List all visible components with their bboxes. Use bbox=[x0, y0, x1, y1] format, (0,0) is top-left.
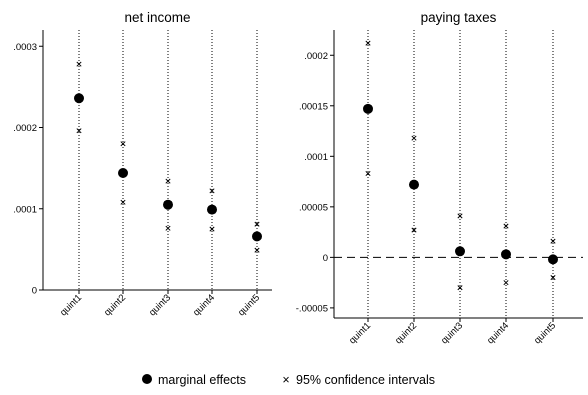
y-tick-label: .00005 bbox=[299, 202, 328, 213]
ci-marker bbox=[120, 141, 126, 147]
ci-marker-stroke bbox=[120, 141, 126, 147]
ci-marker-stroke bbox=[503, 280, 509, 286]
marginal-effect-point bbox=[252, 231, 262, 242]
legend-marker-effects bbox=[142, 374, 152, 384]
ci-marker-stroke bbox=[411, 135, 417, 141]
x-tick-label: quint2 bbox=[102, 292, 128, 318]
ci-marker bbox=[411, 135, 417, 141]
ci-marker bbox=[165, 178, 171, 184]
marginal-effect-point bbox=[501, 249, 511, 260]
legend: marginal effects × 95% confidence interv… bbox=[142, 373, 435, 387]
x-tick-label: quint2 bbox=[393, 320, 419, 346]
y-tick-label: .0001 bbox=[304, 152, 328, 163]
x-tick-label: quint4 bbox=[191, 292, 217, 318]
panel-paying-taxes: paying taxes -.00005 0 .00005 .0001 .00015 .00… bbox=[296, 10, 583, 346]
x-tick-label: quint3 bbox=[147, 292, 173, 318]
ci-marker bbox=[411, 227, 417, 233]
ci-marker bbox=[209, 226, 215, 232]
ci-marker bbox=[76, 128, 82, 134]
ci-marker-stroke bbox=[411, 227, 417, 233]
ci-marker-stroke bbox=[550, 238, 556, 244]
ci-marker-stroke bbox=[120, 199, 126, 205]
marginal-effect-point bbox=[163, 199, 173, 210]
ci-marker-stroke bbox=[503, 223, 509, 229]
x-tick-label: quint1 bbox=[58, 292, 84, 318]
ci-marker-stroke bbox=[254, 247, 260, 253]
ci-marker bbox=[550, 238, 556, 244]
ci-marker bbox=[165, 225, 171, 231]
y-tick-label: .0002 bbox=[13, 123, 37, 134]
ci-marker bbox=[254, 221, 260, 227]
legend-label-effects: marginal effects bbox=[158, 373, 246, 387]
marginal-effect-point bbox=[455, 246, 465, 257]
ci-marker bbox=[503, 223, 509, 229]
marginal-effect-point bbox=[207, 204, 217, 215]
y-tick-label: 0 bbox=[32, 286, 37, 297]
panel-title: net income bbox=[124, 10, 190, 25]
ci-marker bbox=[550, 275, 556, 281]
y-tick-label: .00015 bbox=[299, 101, 328, 112]
ci-marker bbox=[503, 280, 509, 286]
ci-marker-stroke bbox=[165, 178, 171, 184]
x-tick-label: quint5 bbox=[532, 320, 558, 346]
panel-title: paying taxes bbox=[421, 10, 497, 25]
ci-marker-stroke bbox=[76, 128, 82, 134]
marginal-effect-point bbox=[548, 254, 558, 265]
x-tick-label: quint5 bbox=[236, 292, 262, 318]
panel-net-income: net income 0 .0001 .0002 .0003 quint1 quint2 qu… bbox=[13, 10, 272, 318]
y-tick-label: .0002 bbox=[304, 51, 328, 62]
ci-marker-stroke bbox=[550, 275, 556, 281]
x-tick-label: quint1 bbox=[347, 320, 373, 346]
marginal-effect-point bbox=[363, 103, 373, 114]
ci-marker bbox=[209, 188, 215, 194]
ci-marker-stroke bbox=[457, 285, 463, 291]
ci-marker bbox=[76, 61, 82, 67]
ci-marker-stroke bbox=[365, 170, 371, 177]
ci-marker-stroke bbox=[209, 188, 215, 194]
y-tick-label: .0001 bbox=[13, 204, 37, 215]
ci-marker bbox=[457, 213, 463, 219]
marginal-effect-point bbox=[74, 93, 84, 104]
ci-marker bbox=[457, 285, 463, 291]
ci-marker-stroke bbox=[165, 225, 171, 231]
legend-label-ci: 95% confidence intervals bbox=[296, 373, 435, 387]
ci-marker bbox=[254, 247, 260, 253]
marginal-effect-point bbox=[118, 168, 128, 178]
ci-marker bbox=[365, 40, 371, 46]
y-tick-label: -.00005 bbox=[296, 303, 328, 314]
x-tick-label: quint3 bbox=[439, 320, 465, 346]
y-tick-label: 0 bbox=[323, 253, 328, 264]
ci-marker bbox=[365, 170, 371, 177]
ci-marker-stroke bbox=[254, 221, 260, 227]
legend-marker-ci: × bbox=[282, 373, 289, 387]
ci-marker-stroke bbox=[76, 61, 82, 67]
ci-marker-stroke bbox=[365, 40, 371, 46]
ci-marker-stroke bbox=[457, 213, 463, 219]
x-tick-label: quint4 bbox=[485, 320, 511, 346]
ci-marker-stroke bbox=[209, 226, 215, 232]
y-tick-label: .0003 bbox=[13, 42, 37, 53]
marginal-effect-point bbox=[409, 179, 419, 190]
ci-marker bbox=[120, 199, 126, 205]
